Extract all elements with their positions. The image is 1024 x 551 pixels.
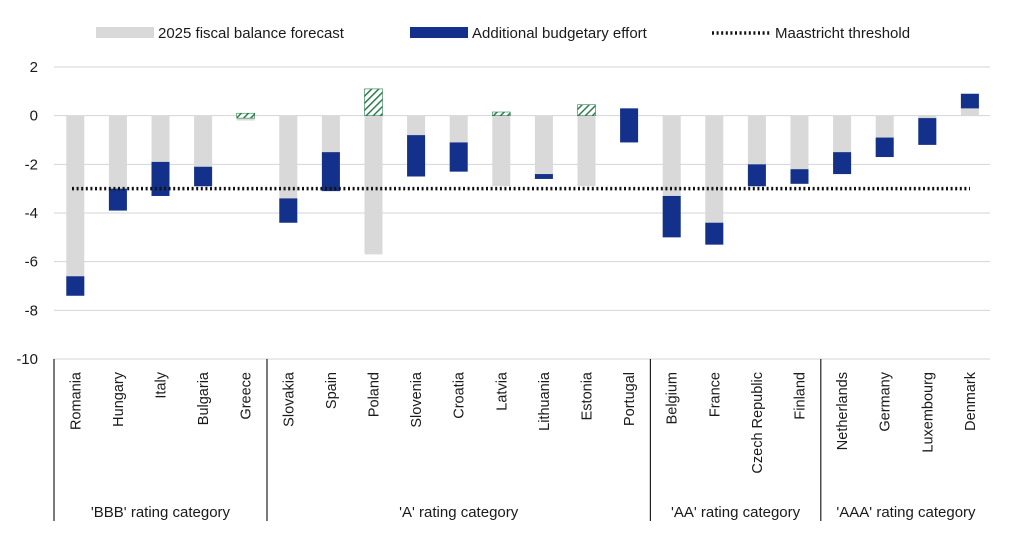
category-label-czech-republic: Czech Republic (750, 372, 766, 474)
y-tick-label-neg10: -10 (16, 351, 38, 368)
bar-effort-bulgaria (194, 166, 213, 187)
category-label-netherlands: Netherlands (835, 372, 851, 450)
category-label-denmark: Denmark (963, 371, 979, 431)
legend-label-maastricht-threshold: Maastricht threshold (775, 25, 910, 42)
category-label-latvia: Latvia (494, 371, 510, 411)
category-label-greece: Greece (239, 372, 255, 420)
category-label-germany: Germany (878, 371, 894, 431)
category-label-estonia: Estonia (580, 371, 596, 420)
bar-effort-hungary (108, 188, 127, 211)
bar-hatched-poland (364, 88, 383, 116)
category-label-belgium: Belgium (665, 372, 681, 424)
bar-forecast-poland (364, 115, 383, 255)
bar-forecast-slovakia (279, 115, 298, 223)
bar-effort-slovakia (279, 198, 298, 223)
bar-forecast-romania (66, 115, 85, 296)
bar-effort-croatia (449, 142, 468, 172)
bars (66, 88, 979, 296)
bar-effort-italy (151, 161, 170, 196)
bar-forecast-estonia (577, 115, 596, 187)
bar-effort-belgium (662, 195, 681, 238)
bar-forecast-lithuania (534, 115, 553, 179)
legend-swatch-additional-budgetary-effort (410, 27, 468, 38)
category-label-portugal: Portugal (622, 372, 638, 426)
y-tick-label-neg6: -6 (25, 254, 38, 271)
category-label-croatia: Croatia (452, 371, 468, 419)
group-label-aa-rating-category: 'AA' rating category (671, 504, 801, 521)
bar-effort-denmark (960, 93, 979, 109)
bar-effort-portugal (620, 108, 639, 143)
bar-forecast-finland (790, 115, 809, 184)
y-axis: 2 0 -2 -4 -6 -8 -10 (16, 59, 38, 368)
legend: 2025 fiscal balance forecast Additional b… (96, 25, 910, 42)
y-tick-label-2: 2 (30, 59, 38, 76)
bar-effort-spain (321, 152, 340, 192)
bar-effort-finland (790, 169, 809, 184)
category-label-italy: Italy (154, 371, 170, 398)
category-label-hungary: Hungary (111, 371, 127, 427)
bar-effort-luxembourg (918, 118, 937, 145)
bar-effort-czech-republic (747, 164, 766, 187)
bar-hatched-greece (236, 112, 255, 119)
category-label-poland: Poland (367, 372, 383, 417)
category-label-romania: Romania (68, 371, 84, 430)
bar-effort-slovenia (407, 135, 426, 177)
y-tick-label-neg4: -4 (25, 205, 38, 222)
legend-swatch-2025-fiscal-balance-forecast (96, 27, 154, 38)
category-label-france: France (707, 372, 723, 417)
group-label-aaa-rating-category: 'AAA' rating category (836, 504, 976, 521)
bar-hatched-latvia (491, 111, 511, 116)
group-label-bbb-rating-category: 'BBB' rating category (91, 504, 231, 521)
category-label-luxembourg: Luxembourg (920, 372, 936, 453)
group-label-a-rating-category: 'A' rating category (399, 504, 519, 521)
category-label-lithuania: Lithuania (537, 371, 553, 431)
y-tick-label-0: 0 (30, 108, 38, 125)
bar-forecast-hungary (108, 115, 127, 211)
y-tick-label-neg8: -8 (25, 302, 38, 319)
bar-hatched-estonia (577, 104, 596, 116)
bar-effort-france (705, 222, 724, 245)
bar-effort-germany (875, 137, 894, 158)
x-axis: 'BBB' rating category 'A' rating category… (53, 359, 979, 521)
bar-forecast-latvia (492, 115, 511, 187)
category-label-slovenia: Slovenia (409, 371, 425, 428)
y-tick-label-neg2: -2 (25, 156, 38, 173)
bar-effort-romania (66, 276, 85, 296)
bar-effort-netherlands (833, 152, 852, 175)
bar-forecast-france (705, 115, 724, 245)
category-label-finland: Finland (793, 372, 809, 420)
bar-effort-lithuania (534, 174, 553, 179)
legend-label-additional-budgetary-effort: Additional budgetary effort (472, 25, 648, 42)
category-label-slovakia: Slovakia (281, 371, 297, 427)
gridlines (54, 66, 990, 360)
legend-label-2025-fiscal-balance-forecast: 2025 fiscal balance forecast (158, 25, 345, 42)
category-label-bulgaria: Bulgaria (196, 371, 212, 425)
category-label-spain: Spain (324, 372, 340, 409)
